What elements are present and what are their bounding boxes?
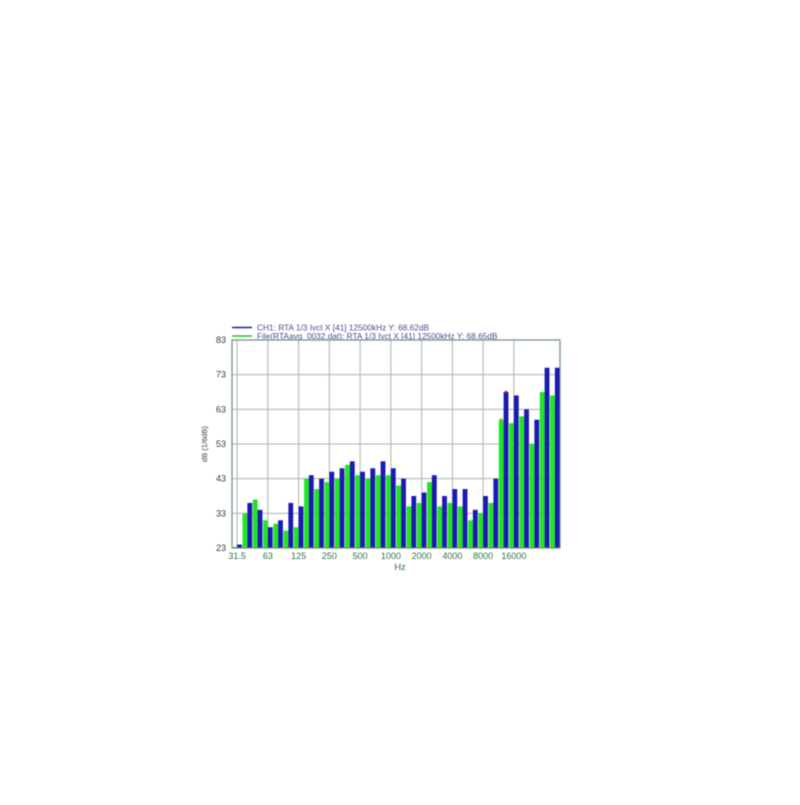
svg-text:33: 33 — [216, 508, 226, 518]
svg-text:2000: 2000 — [412, 551, 432, 561]
svg-text:63: 63 — [263, 551, 273, 561]
svg-text:dB (1/6dB): dB (1/6dB) — [200, 426, 209, 462]
svg-text:53: 53 — [216, 439, 226, 449]
svg-text:83: 83 — [216, 335, 226, 345]
svg-text:125: 125 — [291, 551, 306, 561]
svg-text:16000: 16000 — [501, 551, 526, 561]
svg-text:250: 250 — [322, 551, 337, 561]
svg-text:1000: 1000 — [381, 551, 401, 561]
svg-text:8000: 8000 — [473, 551, 493, 561]
svg-text:Hz: Hz — [394, 562, 406, 573]
svg-text:73: 73 — [216, 370, 226, 380]
svg-text:4000: 4000 — [442, 551, 462, 561]
svg-text:31.5: 31.5 — [228, 551, 246, 561]
svg-text:500: 500 — [353, 551, 368, 561]
svg-text:43: 43 — [216, 474, 226, 484]
svg-text:23: 23 — [216, 543, 226, 553]
svg-text:63: 63 — [216, 404, 226, 414]
